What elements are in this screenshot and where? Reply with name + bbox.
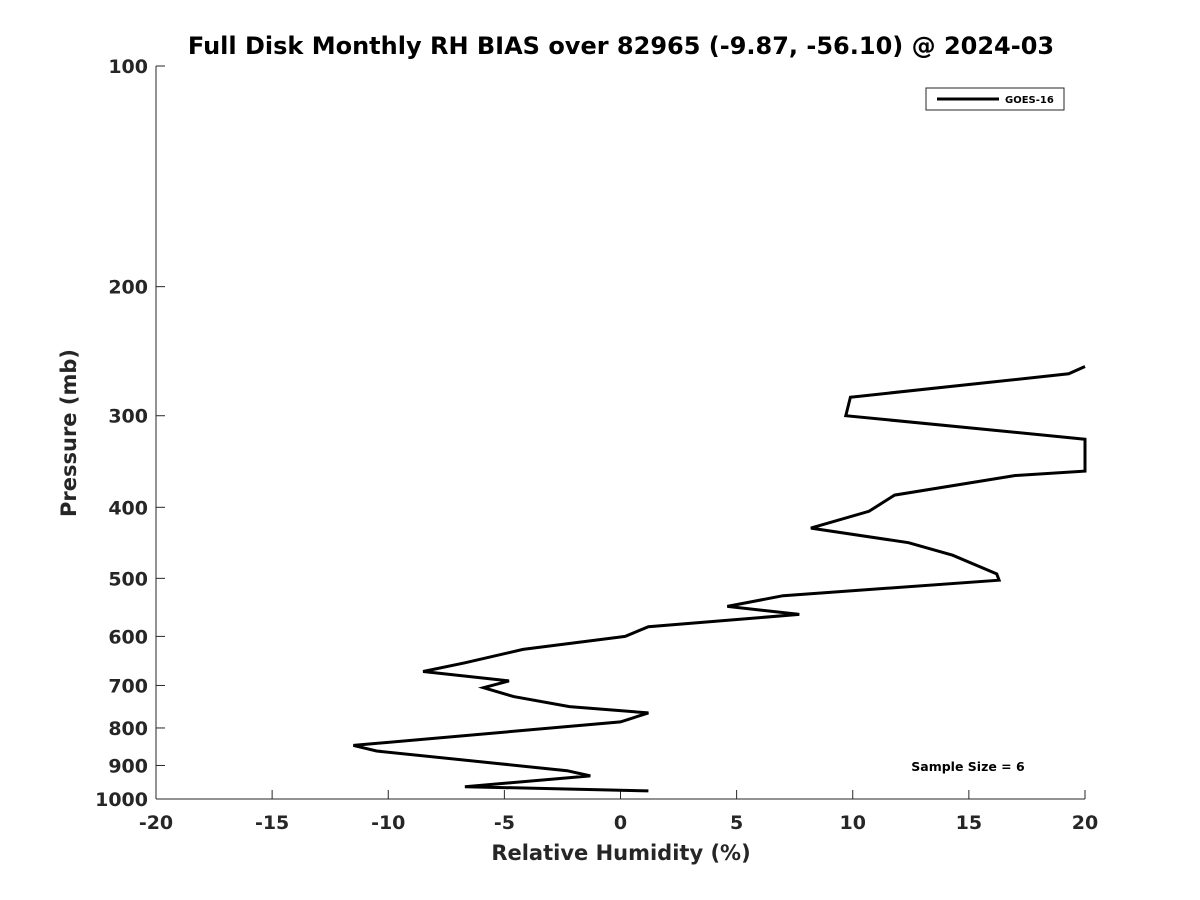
chart-title: Full Disk Monthly RH BIAS over 82965 (-9… — [188, 32, 1054, 60]
x-tick-label: -15 — [255, 812, 289, 834]
y-tick-label: 300 — [108, 406, 148, 428]
y-axis-label: Pressure (mb) — [57, 349, 81, 517]
axes — [155, 66, 1085, 800]
y-tick-label: 500 — [108, 568, 148, 590]
series-line-goes-16 — [353, 365, 1087, 793]
legend-label-goes-16: GOES-16 — [1005, 95, 1054, 106]
legend: GOES-16 — [925, 87, 1065, 111]
y-tick-label: 400 — [108, 497, 148, 519]
x-axis-label: Relative Humidity (%) — [491, 841, 750, 865]
x-tick-label: -10 — [371, 812, 405, 834]
y-tick-label: 600 — [108, 626, 148, 648]
x-tick-label: 10 — [840, 812, 866, 834]
y-tick-label: 800 — [108, 718, 148, 740]
x-tick-label: -5 — [494, 812, 515, 834]
x-tick-label: 0 — [614, 812, 627, 834]
y-tick-label: 700 — [108, 675, 148, 697]
y-tick-label: 900 — [108, 755, 148, 777]
y-axis-ticks: 100 200 300 400 500 600 700 800 900 1000 — [95, 56, 165, 811]
y-tick-label: 200 — [108, 277, 148, 299]
x-tick-label: 15 — [956, 812, 982, 834]
x-tick-label: 5 — [730, 812, 743, 834]
y-tick-label: 100 — [108, 56, 148, 78]
x-tick-label: 20 — [1072, 812, 1098, 834]
series-lines — [353, 365, 1087, 793]
x-axis-ticks: -20 -15 -10 -5 0 5 10 15 20 — [139, 790, 1098, 834]
y-tick-label: 1000 — [95, 789, 148, 811]
sample-size-annotation: Sample Size = 6 — [911, 759, 1025, 774]
x-tick-label: -20 — [139, 812, 173, 834]
